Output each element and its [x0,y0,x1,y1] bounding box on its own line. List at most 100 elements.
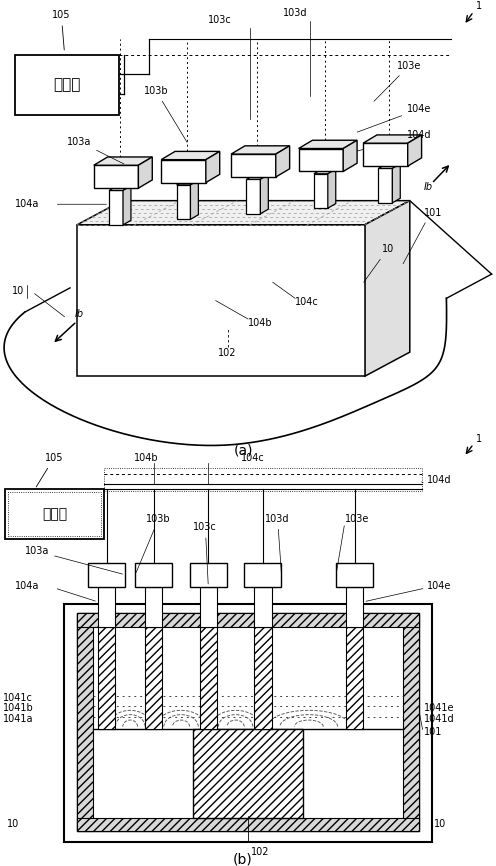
Text: 1041b: 1041b [2,703,33,714]
Polygon shape [365,201,410,377]
Text: 104a: 104a [15,581,39,591]
Text: 104b: 104b [134,453,159,463]
Bar [88,563,125,587]
Polygon shape [77,201,410,225]
Text: 103b: 103b [136,514,171,572]
Bar [77,613,419,831]
Bar [98,587,115,627]
Bar [199,587,217,627]
Bar [98,627,115,728]
Polygon shape [260,175,268,214]
Text: 103e: 103e [374,61,421,101]
Bar [254,627,272,728]
Polygon shape [276,145,290,177]
Text: 104e: 104e [407,105,431,114]
Polygon shape [161,159,206,183]
Bar [346,587,363,627]
Polygon shape [314,169,336,174]
Text: 104e: 104e [427,581,451,591]
Text: 103e: 103e [345,514,369,524]
Bar [199,627,217,728]
Polygon shape [231,145,290,154]
Polygon shape [328,169,336,208]
Polygon shape [138,157,152,188]
Text: 101: 101 [424,727,442,737]
Polygon shape [15,55,119,115]
Text: 104d: 104d [407,130,431,139]
Text: (b): (b) [233,853,253,866]
Text: 1: 1 [476,1,482,11]
Text: 103a: 103a [67,137,124,164]
Text: Ib: Ib [424,183,433,192]
Bar [190,563,227,587]
Polygon shape [378,164,400,168]
Polygon shape [190,180,198,219]
Polygon shape [314,174,328,208]
Text: 1041a: 1041a [2,714,33,724]
Text: 10: 10 [7,819,20,829]
Text: 103a: 103a [25,546,123,574]
Polygon shape [247,175,268,179]
Polygon shape [123,186,131,225]
Text: 103d: 103d [265,514,290,572]
Polygon shape [94,165,138,188]
Text: 1041e: 1041e [424,703,454,714]
Polygon shape [363,143,408,166]
Text: 10: 10 [382,244,394,255]
Bar [135,563,173,587]
Text: 10: 10 [12,286,25,296]
Polygon shape [109,186,131,191]
Polygon shape [161,152,220,159]
Text: Ib: Ib [74,308,83,319]
Polygon shape [378,168,392,203]
Polygon shape [206,152,220,183]
Text: 10: 10 [434,819,446,829]
Polygon shape [247,179,260,214]
Text: 制御部: 制御部 [42,507,67,521]
Bar [193,728,303,818]
Bar [244,563,282,587]
Text: 101: 101 [424,208,442,217]
Bar [5,489,104,539]
Text: 104b: 104b [248,318,273,328]
Text: 103b: 103b [144,86,187,142]
Text: 104a: 104a [15,198,39,209]
Bar [254,587,272,627]
Text: 102: 102 [218,348,237,358]
Bar [104,468,422,492]
Text: 105: 105 [36,453,63,487]
Text: 103c: 103c [208,15,232,25]
Text: 制御部: 制御部 [53,77,81,93]
Text: 1041d: 1041d [424,714,455,724]
Bar [8,492,101,536]
Bar [77,818,419,831]
Bar [80,616,416,828]
Text: 104c: 104c [295,297,319,307]
Polygon shape [343,140,357,171]
Polygon shape [363,135,422,143]
Polygon shape [94,157,152,165]
Bar [336,563,373,587]
Polygon shape [109,191,123,225]
Text: (a): (a) [233,443,253,457]
Polygon shape [177,180,198,185]
Bar [64,604,432,842]
Bar [403,613,419,831]
Polygon shape [299,140,357,148]
Text: 103c: 103c [193,522,217,584]
Polygon shape [77,225,365,377]
Polygon shape [408,135,422,166]
Text: 1: 1 [476,434,482,443]
Polygon shape [392,164,400,203]
Text: 104c: 104c [241,453,264,463]
Text: 105: 105 [52,10,70,50]
Text: 102: 102 [248,816,269,857]
Bar [145,587,163,627]
Text: 103d: 103d [283,8,307,18]
Polygon shape [299,148,343,171]
Polygon shape [177,185,190,219]
Bar [145,627,163,728]
Bar [346,627,363,728]
Bar [77,613,93,831]
Text: 104d: 104d [427,475,451,485]
